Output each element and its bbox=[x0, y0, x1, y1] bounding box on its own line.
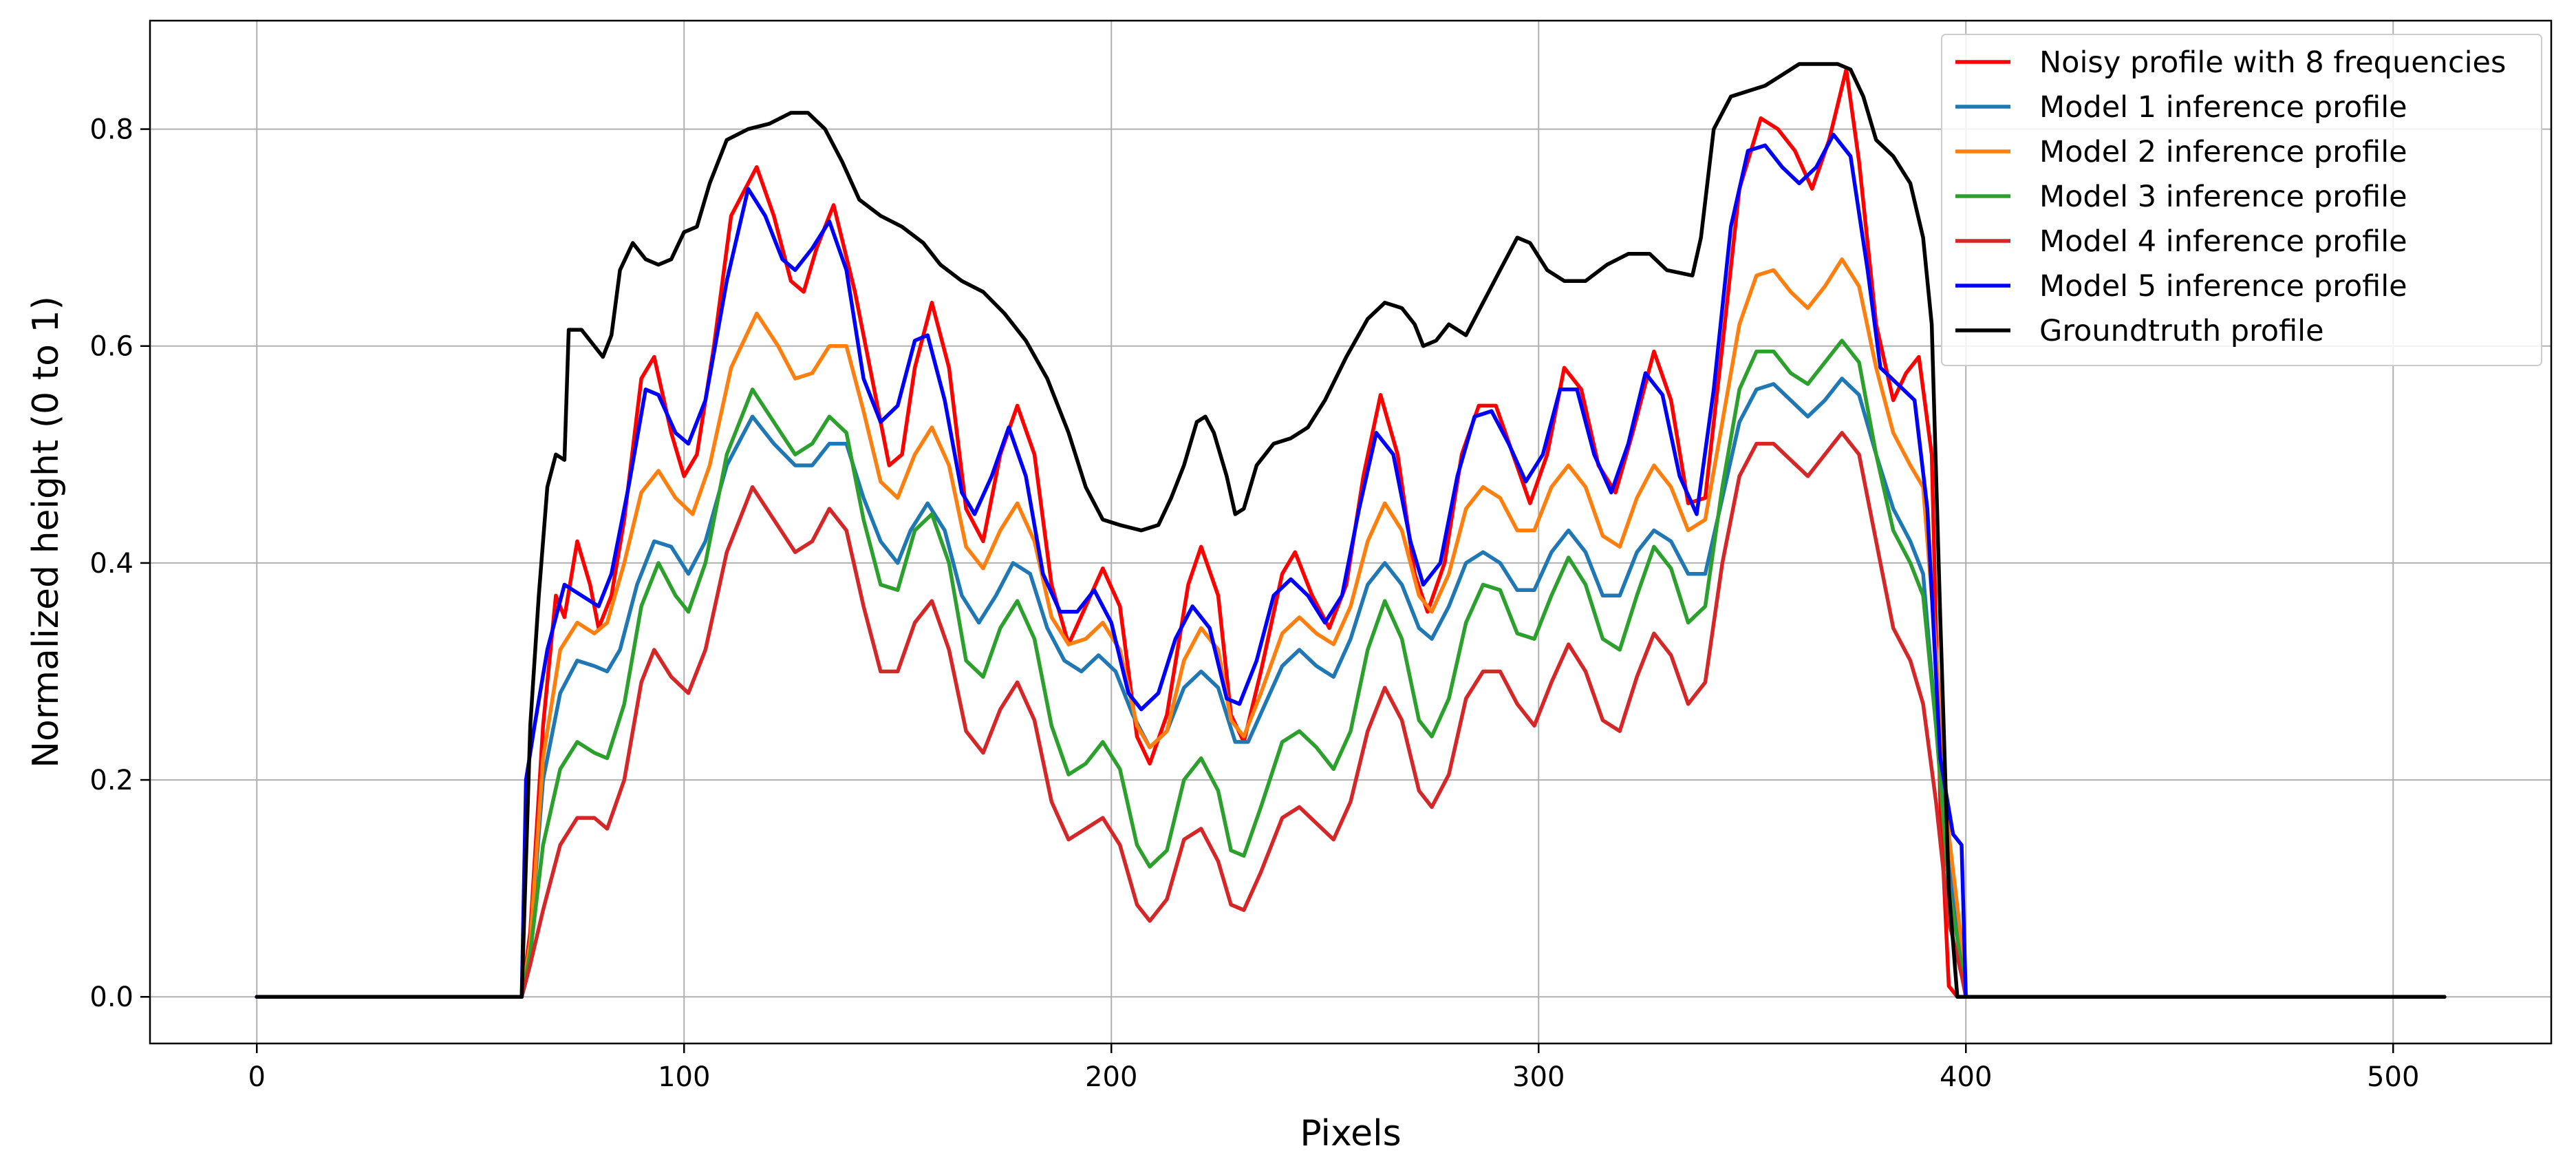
series-line-model-4-inference-profile bbox=[255, 431, 2447, 999]
x-axis-label: Pixels bbox=[1300, 1113, 1401, 1154]
legend-box bbox=[1941, 34, 2542, 366]
legend-label: Groundtruth profile bbox=[2039, 314, 2324, 348]
legend-label: Model 4 inference profile bbox=[2039, 224, 2407, 259]
y-tick-label: 0.8 bbox=[89, 114, 133, 146]
axes-frame bbox=[149, 19, 2553, 1045]
x-tick-label: 400 bbox=[1940, 1061, 1992, 1093]
legend: Noisy profile with 8 frequencies Model 1 … bbox=[1941, 34, 2542, 366]
x-tick-label: 100 bbox=[658, 1061, 710, 1093]
x-tick-label: 200 bbox=[1085, 1061, 1137, 1093]
legend-label: Noisy profile with 8 frequencies bbox=[2039, 45, 2506, 80]
legend-label: Model 1 inference profile bbox=[2039, 90, 2407, 125]
legend-label: Model 5 inference profile bbox=[2039, 269, 2407, 304]
series-line-model-5-inference-profile bbox=[255, 132, 2447, 999]
x-tick-label: 300 bbox=[1512, 1061, 1565, 1093]
y-tick-label: 0.6 bbox=[89, 331, 133, 363]
legend-items: Noisy profile with 8 frequencies Model 1 … bbox=[1955, 45, 2506, 348]
y-tick-label: 0.2 bbox=[89, 765, 133, 796]
y-tick-label: 0.0 bbox=[89, 982, 133, 1013]
y-axis-label: Normalized height (0 to 1) bbox=[25, 296, 67, 768]
series-line-model-2-inference-profile bbox=[255, 257, 2447, 999]
axis-ticks: 0 100 200 300 400 500 0.0 0.2 0.4 0.6 0.8 bbox=[89, 114, 2419, 1093]
series-line-model-3-inference-profile bbox=[255, 339, 2447, 999]
x-tick-label: 0 bbox=[248, 1061, 266, 1093]
legend-label: Model 2 inference profile bbox=[2039, 135, 2407, 169]
x-tick-label: 500 bbox=[2367, 1061, 2419, 1093]
series-line-model-1-inference-profile bbox=[255, 377, 2447, 999]
series-line-groundtruth-profile bbox=[255, 62, 2447, 999]
series-lines bbox=[255, 62, 2447, 999]
legend-label: Model 3 inference profile bbox=[2039, 180, 2407, 214]
y-tick-label: 0.4 bbox=[89, 548, 133, 580]
